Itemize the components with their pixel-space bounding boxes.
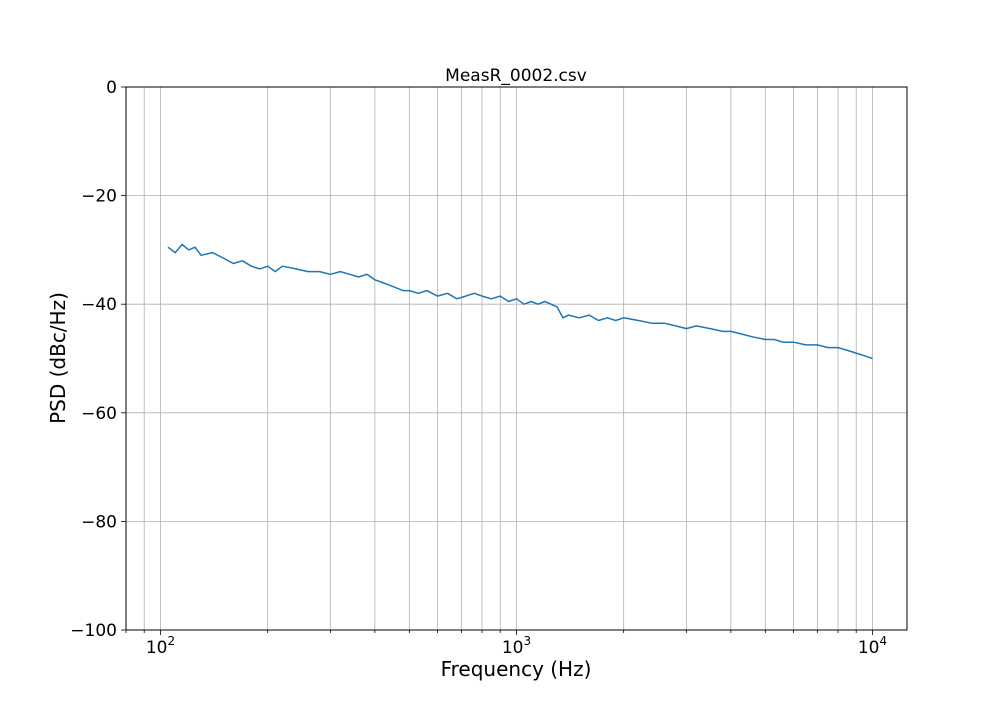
grid-lines — [125, 86, 907, 631]
x-tick-exponent: 3 — [524, 634, 532, 648]
x-tick-base: 10 — [502, 638, 524, 658]
y-tick-label: −40 — [81, 295, 117, 315]
x-tick-base: 10 — [858, 638, 880, 658]
y-tick-label: −20 — [81, 187, 117, 207]
y-tick-label: −80 — [81, 512, 117, 532]
chart-title: MeasR_0002.csv — [445, 66, 587, 86]
psd-series-line — [167, 243, 873, 360]
data-series-layer — [167, 243, 873, 360]
y-tick-label: −60 — [81, 404, 117, 424]
x-axis-label: Frequency (Hz) — [441, 657, 592, 681]
y-axis-label: PSD (dBc/Hz) — [46, 292, 70, 424]
x-tick-label: 102 — [146, 634, 175, 658]
x-tick-label: 103 — [502, 634, 531, 658]
x-tick-base: 10 — [146, 638, 168, 658]
y-tick-label: −100 — [70, 621, 117, 641]
y-tick-label: 0 — [106, 78, 117, 98]
x-tick-exponent: 2 — [167, 634, 175, 648]
x-tick-exponent: 4 — [880, 634, 888, 648]
x-tick-label: 104 — [858, 634, 887, 658]
